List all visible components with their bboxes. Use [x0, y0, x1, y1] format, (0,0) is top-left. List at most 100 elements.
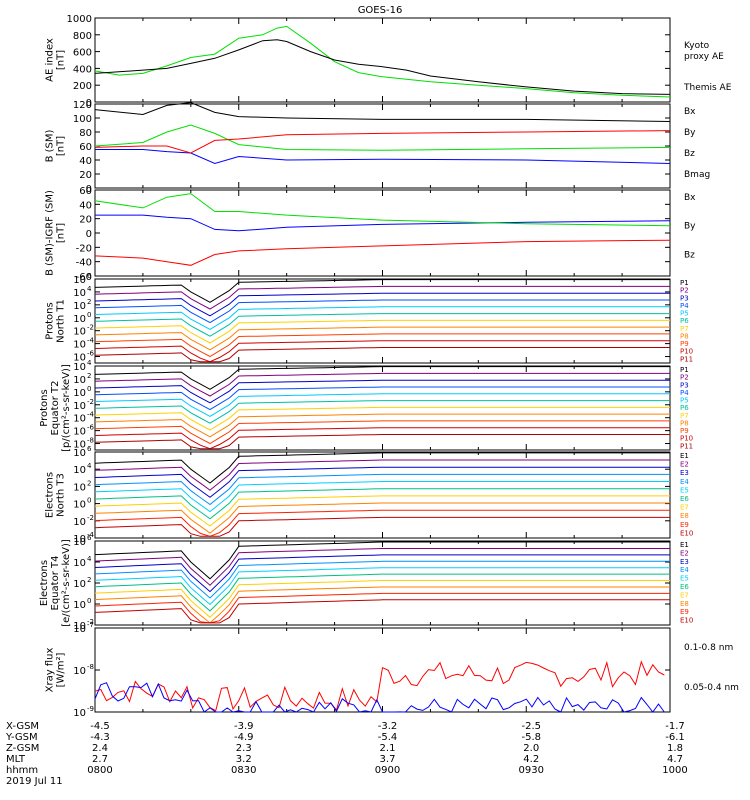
channel-label: P9 [680, 427, 689, 435]
y-tick-label: 10 [73, 534, 86, 545]
y-tick-label: 10 [73, 401, 86, 412]
channel-line [94, 554, 670, 593]
y-tick-exponent: 0 [87, 385, 91, 393]
series-line [94, 239, 671, 266]
y-axis-label: [e/(cm²-s-sr-keV)] [61, 539, 72, 627]
channel-label: E7 [680, 591, 689, 599]
channel-line [94, 541, 670, 580]
y-tick-label: 40 [79, 156, 92, 167]
y-tick-label: 10 [73, 288, 86, 299]
channel-line [94, 340, 670, 363]
channel-label: P11 [680, 355, 693, 363]
y-tick-exponent: 0 [87, 597, 91, 605]
y-tick-label: 10 [73, 482, 86, 493]
time-row-value: 4.2 [523, 754, 539, 765]
y-tick-label: 10 [73, 517, 86, 528]
y-tick-exponent: 6 [87, 272, 92, 280]
channel-label: P8 [680, 332, 689, 340]
y-tick-label: 100 [73, 114, 92, 125]
y-tick-label: 10 [73, 340, 86, 351]
y-tick-label: 0 [86, 98, 92, 109]
xray-line [94, 660, 665, 712]
channel-label: P9 [680, 340, 689, 348]
xray-line [94, 682, 665, 713]
time-row-value: 2.7 [92, 754, 108, 765]
channel-label: P4 [680, 389, 689, 397]
channel-label: P1 [680, 366, 689, 374]
channel-label: P10 [680, 435, 693, 443]
channel-line [94, 292, 670, 317]
channel-line [94, 427, 670, 450]
channel-label: E4 [680, 566, 689, 574]
channel-line [94, 502, 670, 534]
channel-line [94, 386, 670, 411]
y-axis-label: North T3 [56, 473, 67, 517]
y-tick-label: 200 [73, 81, 92, 92]
y-tick-exponent: -6 [87, 350, 95, 358]
time-row-value: 4.7 [667, 754, 683, 765]
channel-line [94, 406, 670, 431]
channel-label: P7 [680, 325, 689, 333]
channel-line [94, 379, 670, 404]
channel-line [94, 306, 670, 330]
channel-label: P2 [680, 374, 689, 382]
y-tick-exponent: -4 [87, 531, 95, 539]
y-tick-exponent: -2 [87, 514, 94, 522]
channel-label: E2 [680, 461, 689, 469]
time-row-value: -5.4 [378, 732, 398, 743]
y-tick-label: -40 [76, 258, 92, 269]
channel-line [94, 567, 670, 606]
y-tick-label: 80 [79, 128, 92, 139]
y-tick-label: 10 [73, 500, 86, 511]
channel-line [94, 347, 670, 363]
time-row-value: -6.1 [665, 732, 685, 743]
channel-label: E2 [680, 549, 689, 557]
series-line [94, 130, 671, 154]
channel-line [94, 393, 670, 417]
y-tick-exponent: -2 [87, 324, 94, 332]
series-line [94, 39, 671, 95]
time-row-value: -3.9 [234, 721, 254, 732]
panel-bsm: 0 20 40 60 80 100 120 B (SM) [nT] Bx By Bz Bmag [45, 100, 711, 195]
time-row-label: Y-GSM [5, 732, 38, 743]
y-axis-label: Equator T4 [50, 556, 61, 611]
y-tick-label: 10 [73, 558, 86, 569]
y-tick-label: -60 [76, 272, 92, 283]
y-axis-label: Electrons [39, 560, 50, 606]
channel-line [94, 413, 670, 438]
channel-line [94, 434, 670, 450]
y-tick-label: 10 [73, 465, 86, 476]
channel-line [94, 560, 670, 599]
channel-label: E1 [680, 452, 689, 460]
channel-label: P1 [680, 279, 689, 287]
channel-line [94, 599, 670, 624]
channel-line [94, 548, 670, 586]
y-tick-exponent: 6 [87, 445, 92, 453]
y-tick-label: 10 [73, 375, 86, 386]
y-tick-label: 10 [73, 427, 86, 438]
y-tick-label: 0 [86, 184, 92, 195]
channel-label: E3 [680, 469, 689, 477]
legend-label: Bz [684, 250, 695, 260]
y-tick-label: 10 [73, 327, 86, 338]
channel-label: E1 [680, 541, 689, 549]
channel-label: E10 [680, 617, 693, 625]
y-tick-exponent: 0 [87, 311, 91, 319]
channel-label: E9 [680, 608, 689, 616]
legend-label: Bz [684, 149, 695, 159]
y-axis-label: AE index [45, 38, 56, 82]
channel-line [94, 473, 670, 506]
panel-ae: 0 200 400 600 800 1000 AE index [nT] Kyotoproxy … [45, 14, 732, 109]
legend-label: Themis AE [683, 83, 732, 93]
y-axis-label: [nT] [56, 50, 67, 70]
time-row-value: -4.5 [90, 721, 110, 732]
time-row-value: 2.0 [523, 743, 539, 754]
channel-line [94, 573, 670, 612]
panel-frame [94, 103, 671, 189]
channel-line [94, 516, 670, 537]
channel-label: P6 [680, 404, 689, 412]
y-tick-label: 10 [73, 440, 86, 451]
